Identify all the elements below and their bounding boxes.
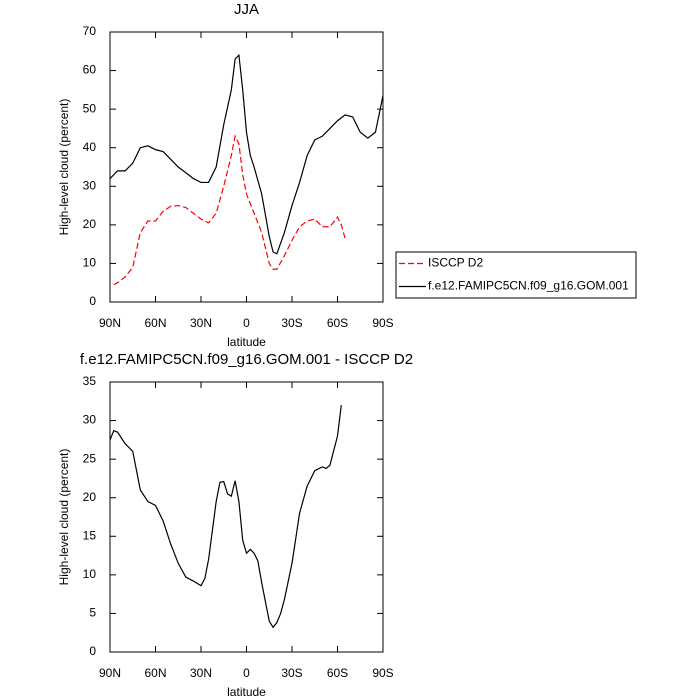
legend-frame [395, 251, 637, 299]
data-line [113, 134, 346, 286]
legend-label: ISCCP D2 [428, 256, 483, 270]
x-tick-label: 90S [372, 316, 393, 330]
y-axis-label: High-level cloud (percent) [57, 449, 71, 586]
x-tick-label: 30S [281, 316, 302, 330]
x-tick-label: 30N [190, 316, 212, 330]
y-tick-label: 50 [83, 101, 97, 115]
x-axis-label: latitude [227, 335, 266, 349]
y-tick-label: 35 [83, 374, 97, 388]
y-tick-label: 5 [89, 606, 96, 620]
y-tick-label: 0 [89, 294, 96, 308]
data-line [109, 53, 384, 255]
x-tick-label: 60S [327, 666, 348, 680]
x-tick-label: 90S [372, 666, 393, 680]
y-tick-label: 20 [83, 490, 97, 504]
x-tick-label: 90N [99, 316, 121, 330]
y-tick-label: 20 [83, 217, 97, 231]
x-tick-label: 90N [99, 666, 121, 680]
y-tick-label: 40 [83, 140, 97, 154]
x-tick-label: 60N [144, 316, 166, 330]
y-tick-label: 60 [83, 63, 97, 77]
y-axis-label: High-level cloud (percent) [57, 99, 71, 236]
data-line [109, 405, 342, 629]
y-tick-label: 10 [83, 256, 97, 270]
x-tick-label: 0 [243, 316, 250, 330]
x-axis-label: latitude [227, 685, 266, 699]
y-tick-label: 25 [83, 451, 97, 465]
y-tick-label: 70 [83, 24, 97, 38]
y-tick-label: 15 [83, 528, 97, 542]
y-tick-label: 30 [83, 178, 97, 192]
legend-label: f.e12.FAMIPC5CN.f09_g16.GOM.001 [428, 279, 629, 293]
y-tick-label: 0 [89, 644, 96, 658]
x-tick-label: 60N [144, 666, 166, 680]
chart-title: f.e12.FAMIPC5CN.f09_g16.GOM.001 - ISCCP … [80, 351, 413, 368]
chart-title: JJA [234, 1, 259, 18]
plot-frame [109, 31, 384, 303]
x-tick-label: 60S [327, 316, 348, 330]
x-tick-label: 30N [190, 666, 212, 680]
x-tick-label: 0 [243, 666, 250, 680]
plot-frame [109, 381, 384, 653]
y-tick-label: 10 [83, 567, 97, 581]
y-tick-label: 30 [83, 413, 97, 427]
x-tick-label: 30S [281, 666, 302, 680]
